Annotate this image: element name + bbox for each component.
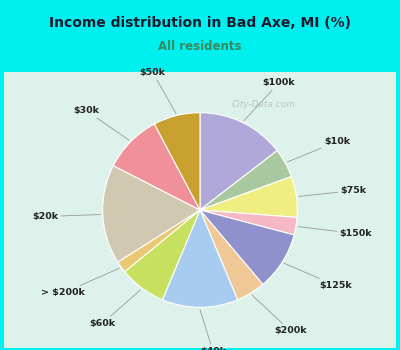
- Wedge shape: [200, 210, 294, 284]
- Text: $50k: $50k: [140, 68, 176, 113]
- Text: $30k: $30k: [73, 106, 129, 140]
- Text: $60k: $60k: [89, 290, 140, 328]
- Text: $10k: $10k: [287, 137, 350, 162]
- Text: $20k: $20k: [32, 212, 100, 221]
- Text: All residents: All residents: [158, 40, 242, 53]
- Wedge shape: [200, 176, 297, 217]
- Wedge shape: [103, 166, 200, 262]
- Wedge shape: [125, 210, 200, 300]
- Wedge shape: [200, 113, 277, 210]
- Text: $40k: $40k: [200, 309, 226, 350]
- Wedge shape: [200, 210, 263, 300]
- Text: City-Data.com: City-Data.com: [232, 100, 296, 110]
- Wedge shape: [113, 124, 200, 210]
- Text: > $200k: > $200k: [41, 268, 119, 298]
- Wedge shape: [154, 113, 200, 210]
- Wedge shape: [118, 210, 200, 272]
- Wedge shape: [200, 210, 297, 235]
- Text: $100k: $100k: [244, 78, 295, 121]
- Wedge shape: [200, 150, 292, 210]
- Text: $75k: $75k: [299, 186, 366, 196]
- Wedge shape: [162, 210, 238, 307]
- Text: $150k: $150k: [298, 226, 372, 238]
- Text: $125k: $125k: [284, 263, 352, 290]
- Text: Income distribution in Bad Axe, MI (%): Income distribution in Bad Axe, MI (%): [49, 16, 351, 30]
- Text: $200k: $200k: [252, 295, 306, 335]
